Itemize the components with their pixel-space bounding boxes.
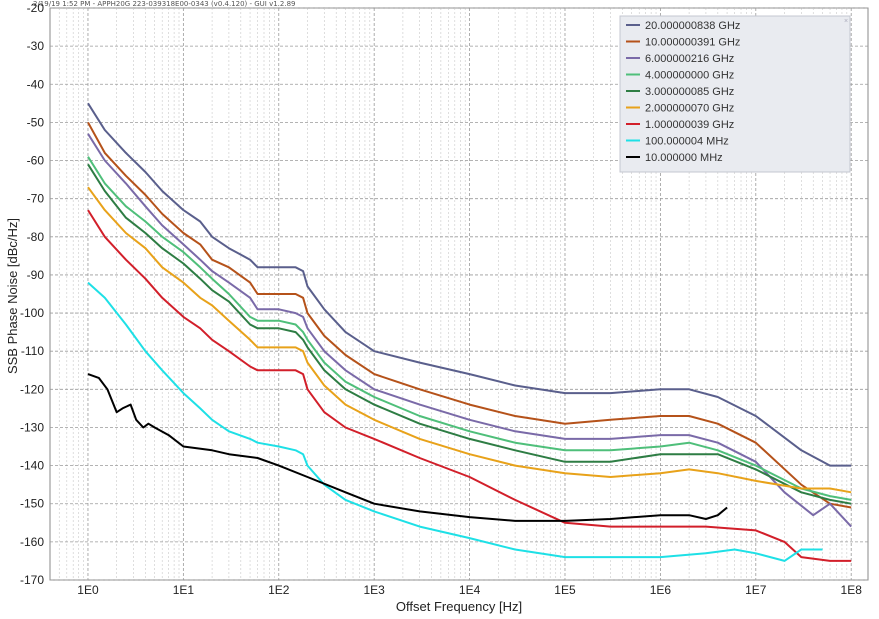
series-line-3 bbox=[87, 156, 852, 501]
series-layer bbox=[87, 102, 852, 562]
series-line-7 bbox=[87, 281, 823, 562]
y-tick-labels: -20 -30 -40 -50 -60 -70 -80 -90 -100 -110 -120 -130… bbox=[20, 1, 44, 587]
legend-items: 20.000000838 GHz 10.000000391 GHz 6.000000… bbox=[626, 20, 740, 164]
y-tick-label: -170 bbox=[20, 573, 44, 587]
y-tick-label: -50 bbox=[27, 115, 45, 129]
legend-label: 3.000000085 GHz bbox=[645, 86, 734, 98]
y-tick-label: -20 bbox=[27, 1, 45, 15]
y-tick-label: -60 bbox=[27, 154, 45, 168]
legend-box bbox=[619, 15, 851, 173]
x-tick-labels: 1E0 1E1 1E2 1E3 1E4 1E5 1E6 1E7 1E8 bbox=[77, 583, 862, 597]
x-tick-label: 1E1 bbox=[173, 583, 195, 597]
grid-major bbox=[50, 7, 868, 581]
series-line-2 bbox=[87, 133, 852, 528]
legend-label: 2.000000070 GHz bbox=[645, 103, 734, 115]
y-tick-label: -80 bbox=[27, 230, 45, 244]
y-tick-label: -40 bbox=[27, 77, 45, 91]
x-tick-label: 1E7 bbox=[745, 583, 767, 597]
y-tick-label: -70 bbox=[27, 192, 45, 206]
x-tick-label: 1E2 bbox=[268, 583, 290, 597]
legend[interactable]: × 20.000000838 GHz 10.000000391 GHz 6.0000… bbox=[619, 15, 851, 173]
legend-label: 6.000000216 GHz bbox=[645, 53, 734, 65]
y-axis-label: SSB Phase Noise [dBc/Hz] bbox=[5, 218, 20, 374]
y-tick-label: -100 bbox=[20, 306, 44, 320]
series-line-4 bbox=[87, 163, 852, 505]
y-tick-label: -130 bbox=[20, 420, 44, 434]
series-line-1 bbox=[87, 121, 852, 509]
legend-label: 10.000000391 GHz bbox=[645, 37, 740, 49]
x-tick-label: 1E4 bbox=[459, 583, 481, 597]
y-tick-label: -150 bbox=[20, 497, 44, 511]
x-tick-label: 1E3 bbox=[363, 583, 385, 597]
legend-label: 1.000000039 GHz bbox=[645, 119, 734, 131]
series-line-0 bbox=[87, 102, 852, 467]
series-line-5 bbox=[87, 186, 852, 494]
legend-label: 20.000000838 GHz bbox=[645, 20, 740, 32]
x-tick-label: 1E6 bbox=[650, 583, 672, 597]
y-tick-label: -160 bbox=[20, 535, 44, 549]
legend-close-icon[interactable]: × bbox=[844, 18, 848, 25]
y-tick-label: -30 bbox=[27, 39, 45, 53]
legend-label: 100.000004 MHz bbox=[645, 136, 729, 148]
grid-minor bbox=[58, 8, 848, 580]
x-tick-label: 1E0 bbox=[77, 583, 99, 597]
x-tick-label: 1E5 bbox=[554, 583, 576, 597]
legend-label: 10.000000 MHz bbox=[645, 152, 723, 164]
y-tick-label: -120 bbox=[20, 382, 44, 396]
x-axis-label: Offset Frequency [Hz] bbox=[396, 599, 522, 614]
legend-label: 4.000000000 GHz bbox=[645, 70, 734, 82]
series-line-6 bbox=[87, 209, 852, 562]
header-text: 2/19/19 1:52 PM - APPH20G 223-039318E00-… bbox=[33, 0, 296, 8]
y-tick-label: -90 bbox=[27, 268, 45, 282]
y-tick-label: -110 bbox=[21, 344, 44, 358]
y-tick-label: -140 bbox=[20, 459, 44, 473]
series-line-8 bbox=[87, 373, 728, 522]
x-tick-label: 1E8 bbox=[841, 583, 863, 597]
